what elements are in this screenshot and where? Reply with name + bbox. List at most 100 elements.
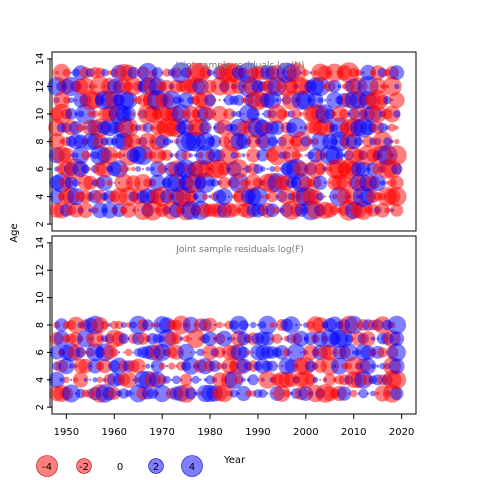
residual-bubble <box>118 117 139 138</box>
residual-bubble <box>52 63 71 82</box>
residual-bubble <box>62 384 81 403</box>
residual-bubble <box>384 207 391 214</box>
y-tick-label: 8 <box>35 138 46 144</box>
residual-bubble <box>293 330 309 347</box>
residual-bubble <box>189 351 193 354</box>
residual-bubble <box>62 96 70 104</box>
legend-bubble <box>36 455 58 477</box>
x-tick-label: 1960 <box>102 427 127 438</box>
residual-bubble <box>75 347 86 358</box>
residual-bubble <box>387 186 407 207</box>
residual-bubble <box>169 153 174 158</box>
residual-bubble <box>313 175 328 190</box>
residual-bubble <box>172 96 181 104</box>
residual-bubble <box>223 108 235 120</box>
residual-bubble <box>202 331 218 347</box>
residual-bubble <box>216 321 223 329</box>
y-tick-label: 14 <box>35 236 46 249</box>
residual-bubble <box>72 371 89 388</box>
residual-bubble <box>370 363 376 369</box>
residual-bubble <box>145 166 150 172</box>
residual-bubble <box>247 323 250 327</box>
residual-bubble <box>92 377 98 383</box>
residual-bubble <box>328 80 341 93</box>
residual-bubble <box>189 378 193 381</box>
residual-bubble <box>314 163 327 175</box>
residual-bubble <box>213 323 216 327</box>
y-tick-label: 8 <box>35 322 46 328</box>
residual-bubble <box>339 108 350 120</box>
residual-bubble <box>317 97 324 103</box>
residual-bubble <box>377 122 388 133</box>
x-tick-label: 1950 <box>54 427 79 438</box>
residual-bubble <box>132 378 135 381</box>
y-tick-label: 10 <box>35 291 46 304</box>
panel-logN: Joint sample residuals log(N) 2 4 6 8 10 12 14 <box>35 51 417 232</box>
residual-bubble <box>246 148 261 163</box>
residual-bubble <box>89 378 92 381</box>
residual-bubble <box>383 105 401 123</box>
residual-bubble <box>106 179 113 186</box>
residual-bubble <box>193 391 198 396</box>
residual-bubble <box>247 186 269 207</box>
residual-bubble <box>83 175 98 190</box>
legend-label: -2 <box>79 462 89 473</box>
residual-bubble <box>70 71 73 74</box>
residual-bubble <box>182 357 200 375</box>
residual-bubble <box>275 98 279 103</box>
residual-bubble <box>86 329 104 348</box>
residual-bubble <box>237 346 250 359</box>
legend-bubble <box>76 458 92 474</box>
residual-bubble <box>260 331 275 346</box>
residual-bubble <box>107 387 121 400</box>
residual-bubble <box>202 193 209 200</box>
residual-bubble <box>282 316 301 334</box>
residual-bubble <box>267 145 287 166</box>
residual-bubble <box>125 134 141 149</box>
residual-bubble <box>215 384 234 403</box>
residual-bubble <box>347 392 351 395</box>
residual-bubble <box>304 360 317 372</box>
residual-bubble <box>391 163 403 175</box>
residual-bubble <box>358 388 369 399</box>
residual-bubble <box>369 174 387 192</box>
residual-bubble <box>299 351 303 354</box>
panel-logF-title: Joint sample residuals log(F) <box>175 245 303 255</box>
residual-bubble <box>238 320 249 330</box>
residual-bubble <box>67 316 85 334</box>
residual-bubble <box>389 175 404 190</box>
residual-bubble <box>70 154 73 157</box>
residual-bubble <box>241 153 246 158</box>
residual-bubble <box>62 68 71 77</box>
residual-bubble <box>304 374 317 386</box>
residual-bubble <box>344 334 354 343</box>
residual-bubble <box>369 78 387 95</box>
y-axis-title: Age <box>9 223 20 242</box>
residual-bubble <box>386 145 407 166</box>
residual-bubble <box>227 336 232 341</box>
residual-bubble <box>133 145 153 166</box>
legend: -4 -2 0 2 4 <box>36 455 203 477</box>
y-tick-label: 14 <box>35 53 46 66</box>
residual-bubble <box>335 151 344 159</box>
residual-bubble <box>165 364 169 368</box>
residual-bubble <box>382 76 402 96</box>
y-tick-label: 2 <box>35 221 46 227</box>
residual-bubble <box>250 321 257 329</box>
residual-bubble <box>394 83 400 89</box>
panel-logN-title: Joint sample residuals log(N) <box>174 61 304 71</box>
residual-bubble <box>213 98 217 102</box>
residual-bubble <box>229 389 239 398</box>
legend-bubble <box>148 458 164 474</box>
residual-bubble <box>131 112 135 116</box>
residual-bubble <box>121 106 136 122</box>
residual-bubble <box>354 137 363 146</box>
residual-bubble <box>170 139 174 144</box>
y-tick-label: 10 <box>35 108 46 121</box>
residual-bubble <box>246 350 251 355</box>
residual-bubble <box>208 135 222 148</box>
residual-bubble <box>300 136 312 147</box>
residual-bubble <box>48 133 65 150</box>
y-tick-label: 6 <box>35 349 46 355</box>
